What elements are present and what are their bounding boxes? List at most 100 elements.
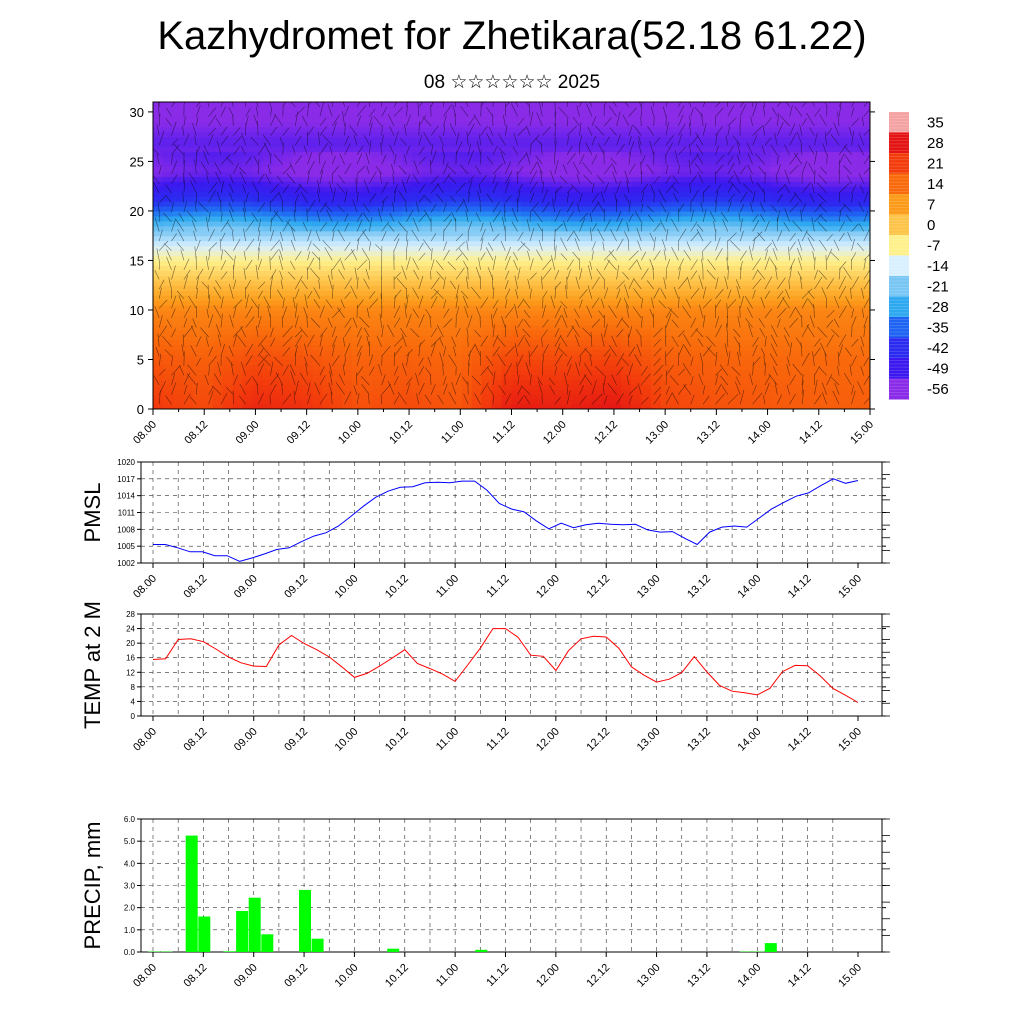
heatmap-cell: [770, 141, 781, 148]
heatmap-cell: [611, 399, 622, 405]
heatmap-cell: [262, 290, 274, 296]
heatmap-cell: [710, 215, 722, 222]
heatmap-cell: [810, 314, 821, 321]
heatmap-cell: [451, 245, 463, 252]
heatmap-cell: [491, 205, 503, 212]
heatmap-cell: [292, 121, 303, 128]
heatmap-cell: [202, 116, 214, 123]
wind-barb: [443, 125, 446, 136]
heatmap-cell: [202, 374, 214, 380]
heatmap-cell: [581, 215, 592, 222]
heatmap-cell: [770, 136, 781, 143]
heatmap-cell: [850, 146, 861, 153]
heatmap-cell: [252, 364, 264, 370]
heatmap-cell: [690, 235, 702, 242]
heatmap-cell: [392, 359, 403, 366]
heatmap-cell: [730, 171, 742, 177]
heatmap-cell: [411, 349, 423, 356]
heatmap-cell: [272, 151, 284, 158]
heatmap-cell: [850, 260, 861, 266]
heatmap-cell: [850, 255, 861, 262]
heatmap-cell: [720, 319, 732, 326]
heatmap-cell: [740, 240, 752, 247]
heatmap-cell: [312, 389, 323, 395]
heatmap-cell: [471, 399, 483, 405]
heatmap-cell: [322, 319, 333, 326]
heatmap-cell: [511, 220, 523, 227]
wind-barb: [576, 105, 580, 117]
wind-barb: [220, 106, 226, 117]
heatmap-cell: [411, 225, 423, 232]
heatmap-cell: [172, 305, 184, 311]
wind-barb: [393, 102, 398, 107]
heatmap-cell: [860, 344, 870, 351]
heatmap-cell: [730, 240, 742, 247]
heatmap-cell: [242, 136, 254, 143]
wind-barb: [554, 133, 556, 146]
heatmap-cell: [342, 265, 353, 271]
heatmap-cell: [710, 106, 722, 113]
heatmap-cell: [860, 379, 870, 385]
heatmap-cell: [441, 344, 453, 351]
wind-barb: [183, 133, 190, 146]
heatmap-cell: [680, 260, 692, 266]
heatmap-cell: [790, 245, 801, 252]
heatmap-cell: [401, 384, 413, 390]
heatmap-cell: [521, 329, 533, 336]
heatmap-cell: [242, 394, 254, 400]
heatmap-cell: [511, 319, 523, 326]
heatmap-cell: [262, 364, 274, 370]
heatmap-cell: [720, 329, 732, 336]
wind-barb: [628, 135, 632, 146]
heatmap-cell: [730, 166, 742, 172]
heatmap-cell: [650, 131, 662, 138]
heatmap-cell: [730, 329, 742, 336]
heatmap-cell: [252, 374, 264, 380]
heatmap-cell: [232, 220, 244, 227]
heatmap-cell: [521, 384, 533, 390]
heatmap-cell: [421, 270, 433, 276]
heatmap-cell: [850, 171, 861, 177]
heatmap-cell: [421, 186, 433, 192]
heatmap-cell: [601, 384, 612, 390]
heatmap-cell: [640, 201, 652, 207]
heatmap-cell: [282, 305, 294, 311]
heatmap-cell: [382, 374, 393, 380]
heatmap-cell: [830, 201, 841, 207]
heatmap-cell: [471, 196, 483, 202]
heatmap-cell: [631, 314, 642, 321]
heatmap-cell: [710, 399, 722, 405]
heatmap-cell: [790, 374, 801, 380]
wind-barb: [678, 133, 682, 146]
heatmap-cell: [511, 186, 523, 192]
heatmap-cell: [441, 280, 453, 286]
heatmap-cell: [611, 151, 622, 158]
heatmap-cell: [461, 121, 473, 128]
heatmap-cell: [650, 384, 662, 390]
heatmap-cell: [810, 176, 821, 182]
heatmap-cell: [770, 250, 781, 257]
heatmap-cell: [431, 106, 443, 113]
heatmap-cell: [611, 270, 622, 276]
heatmap-cell: [820, 205, 831, 212]
heatmap-cell: [222, 176, 234, 182]
heatmap-cell: [621, 265, 632, 271]
heatmap-cell: [392, 166, 403, 172]
heatmap-cell: [471, 126, 483, 133]
heatmap-cell: [521, 265, 533, 271]
heatmap-cell: [531, 339, 542, 346]
heatmap-cell: [262, 136, 274, 143]
heatmap-cell: [332, 230, 343, 237]
heatmap-cell: [760, 260, 772, 266]
heatmap-cell: [770, 404, 781, 409]
heatmap-cell: [860, 364, 870, 370]
heatmap-cell: [690, 265, 702, 271]
heatmap-cell: [172, 260, 184, 266]
wind-barb: [715, 102, 721, 108]
heatmap-cell: [660, 354, 672, 361]
wind-barb: [194, 159, 197, 175]
wind-barb: [381, 102, 382, 107]
heatmap-cell: [621, 235, 632, 242]
heatmap-cell: [730, 280, 742, 286]
wind-barb: [406, 173, 411, 184]
